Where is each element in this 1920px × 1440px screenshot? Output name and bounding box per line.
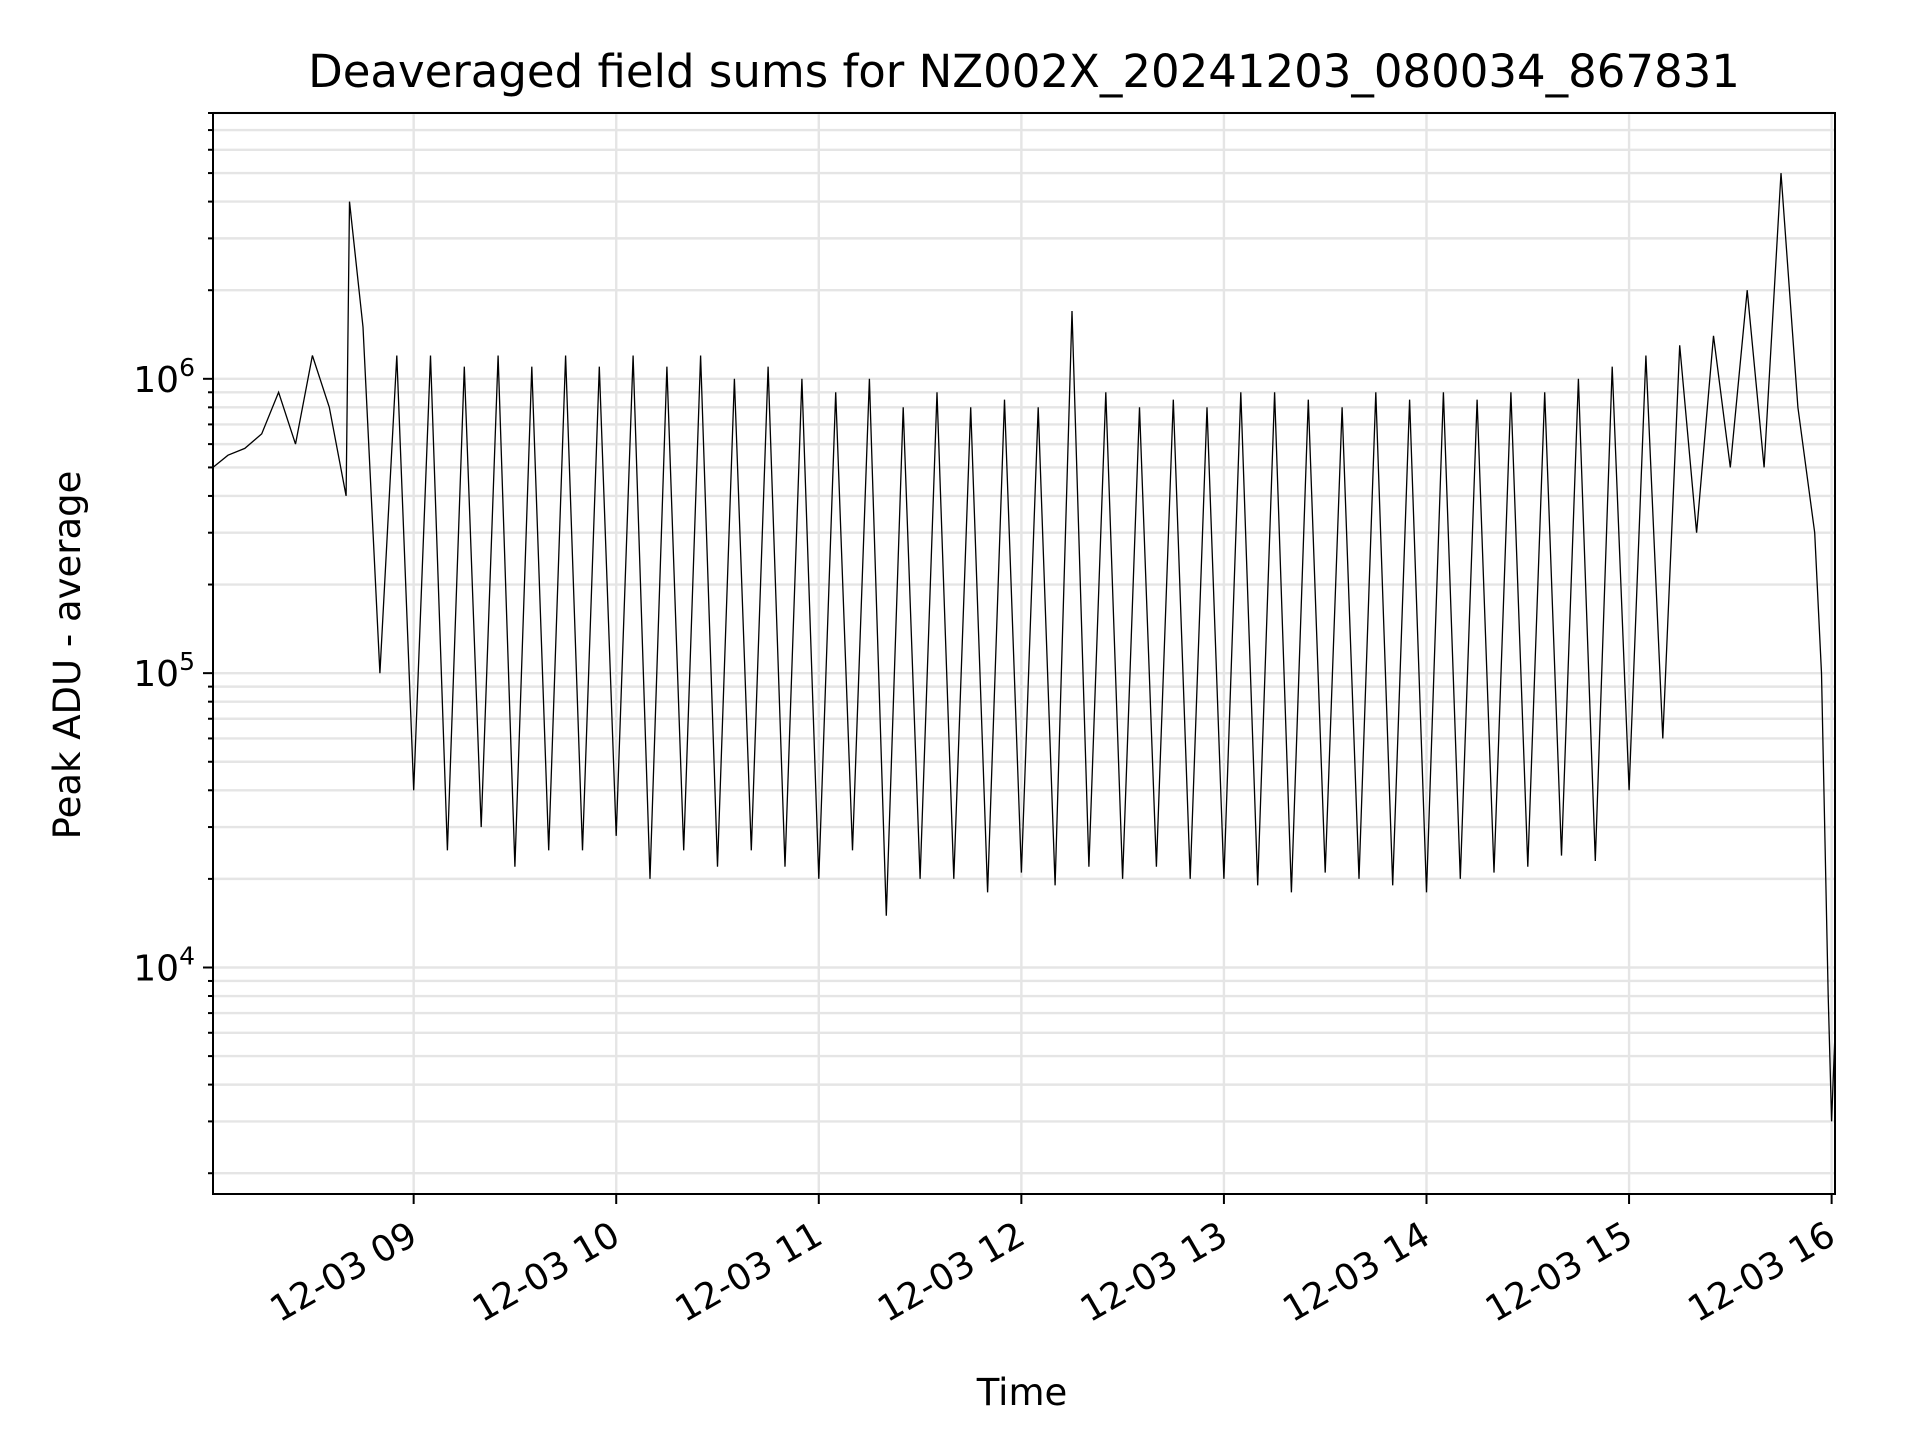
grid — [213, 111, 1835, 1194]
y-tick-base: 10 — [133, 360, 179, 401]
y-tick-label: 105 — [133, 647, 195, 695]
y-tick-exponent: 4 — [179, 941, 195, 970]
plot-frame — [212, 112, 1836, 1195]
series-line — [212, 173, 1836, 1122]
y-tick-label: 106 — [133, 353, 195, 401]
y-axis-label: Peak ADU - average — [46, 471, 89, 840]
y-tick-exponent: 5 — [179, 647, 195, 676]
y-tick-label: 104 — [133, 941, 195, 989]
x-axis-label: Time — [976, 1371, 1068, 1414]
y-tick-base: 10 — [133, 654, 179, 695]
chart-title: Deaveraged field sums for NZ002X_2024120… — [308, 45, 1740, 98]
y-tick-base: 10 — [133, 948, 179, 989]
y-tick-exponent: 6 — [179, 353, 195, 382]
